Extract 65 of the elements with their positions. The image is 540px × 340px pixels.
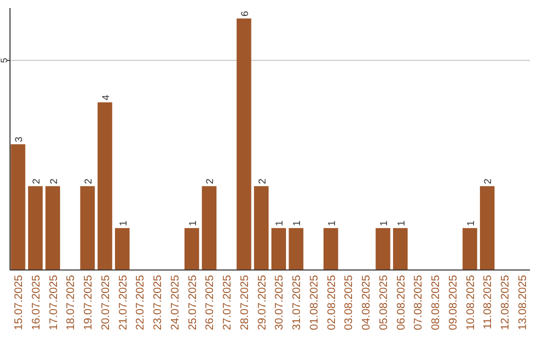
data-label: 2	[84, 178, 95, 184]
x-tick-label: 29.07.2025	[256, 275, 268, 330]
bar	[324, 228, 338, 270]
bar	[10, 144, 26, 270]
x-tick-label: 04.08.2025	[360, 275, 373, 330]
x-tick-label: 21.07.2025	[117, 275, 130, 330]
x-tick-label: 02.08.2025	[326, 275, 338, 330]
data-label: 1	[378, 220, 390, 226]
y-tick-label: 5	[0, 58, 9, 63]
data-label: 6	[240, 10, 251, 16]
x-tick-label: 28.07.2025	[238, 275, 251, 330]
x-tick-label: 26.07.2025	[204, 275, 216, 330]
data-label: 1	[292, 220, 304, 226]
x-tick-label: 30.07.2025	[274, 275, 286, 330]
data-label: 2	[205, 178, 216, 184]
x-tick-label: 22.07.2025	[134, 275, 147, 330]
data-label: 2	[31, 178, 42, 184]
x-tick-label: 20.07.2025	[100, 275, 112, 330]
bar	[462, 228, 478, 270]
x-tick-label: 06.08.2025	[395, 275, 408, 330]
x-tick-label: 23.07.2025	[152, 275, 164, 330]
bar	[236, 18, 252, 270]
x-tick-label: 07.08.2025	[412, 275, 425, 330]
x-tick-label: 13.08.2025	[517, 275, 530, 330]
x-tick-label: 25.07.2025	[186, 275, 199, 330]
x-tick-label: 27.07.2025	[222, 275, 234, 330]
data-label: 1	[326, 220, 338, 226]
bar	[114, 228, 130, 270]
x-tick-label: 19.07.2025	[82, 275, 95, 330]
bar	[98, 102, 112, 270]
x-tick-label: 18.07.2025	[65, 275, 78, 330]
data-label: 1	[466, 220, 477, 226]
data-label: 2	[48, 178, 60, 184]
x-tick-label: 16.07.2025	[30, 275, 42, 330]
x-tick-label: 15.07.2025	[12, 275, 25, 330]
data-label: 2	[257, 178, 268, 184]
bar	[28, 186, 43, 270]
x-tick-label: 09.08.2025	[447, 275, 460, 330]
bar	[254, 186, 269, 270]
bar	[288, 228, 304, 270]
x-tick-label: 11.08.2025	[482, 275, 494, 330]
data-label: 1	[396, 220, 408, 226]
x-tick-label: 08.08.2025	[430, 275, 442, 330]
bar	[271, 228, 286, 270]
data-label: 1	[118, 220, 130, 226]
x-tick-label: 24.07.2025	[169, 275, 182, 330]
x-tick-label: 03.08.2025	[343, 275, 356, 330]
data-label: 3	[14, 136, 25, 142]
x-tick-label: 12.08.2025	[500, 275, 512, 330]
bar	[480, 186, 495, 270]
data-label: 4	[100, 94, 112, 100]
x-tick-label: 01.08.2025	[308, 275, 320, 330]
x-tick-label: 10.08.2025	[464, 275, 477, 330]
bar	[80, 186, 95, 270]
data-label: 2	[483, 178, 494, 184]
x-tick-label: 05.08.2025	[378, 275, 390, 330]
x-tick-label: 31.07.2025	[291, 275, 304, 330]
x-tick-label: 17.07.2025	[48, 275, 60, 330]
bar	[393, 228, 408, 270]
data-label: 1	[188, 220, 199, 226]
bar	[184, 228, 200, 270]
bar	[45, 186, 60, 270]
bar	[202, 186, 216, 270]
bar	[376, 228, 390, 270]
data-label: 1	[274, 220, 286, 226]
